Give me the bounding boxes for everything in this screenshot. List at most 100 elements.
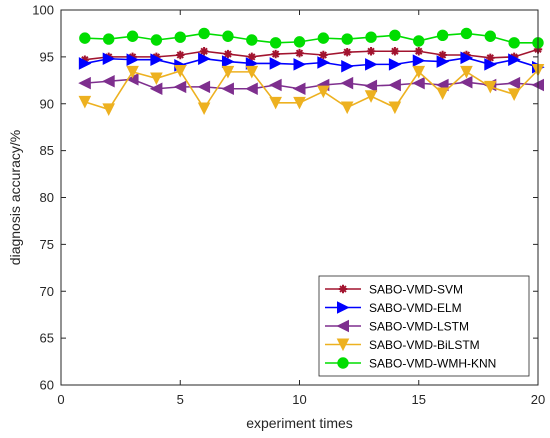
data-point <box>126 65 139 79</box>
legend-entry: SABO-VMD-BiLSTM <box>325 338 480 352</box>
data-point <box>484 58 497 71</box>
data-point <box>343 47 352 57</box>
data-point <box>102 103 116 116</box>
data-point <box>317 85 330 99</box>
data-point <box>221 55 235 68</box>
data-point <box>340 76 354 90</box>
legend-label: SABO-VMD-ELM <box>369 301 462 315</box>
data-point <box>245 65 259 79</box>
legend-marker <box>337 357 349 369</box>
data-point <box>269 96 282 110</box>
data-point <box>412 76 425 90</box>
series-5 <box>79 27 544 49</box>
y-tick-label: 85 <box>40 143 54 158</box>
y-tick-label: 70 <box>40 284 54 299</box>
data-point <box>412 54 426 67</box>
data-point <box>366 47 376 56</box>
legend-entry: SABO-VMD-SVM <box>325 283 463 297</box>
data-point <box>486 53 495 63</box>
series-layer <box>78 27 545 116</box>
data-point <box>413 35 425 47</box>
data-point <box>293 96 306 110</box>
data-point <box>223 49 233 59</box>
data-point <box>150 34 163 46</box>
series-3 <box>78 73 544 96</box>
y-tick-label: 60 <box>40 378 54 393</box>
data-point <box>222 30 234 42</box>
legend-label: SABO-VMD-BiLSTM <box>369 338 480 352</box>
data-point <box>176 50 185 60</box>
data-point <box>319 50 328 60</box>
data-point <box>293 36 306 48</box>
legend-label: SABO-VMD-LSTM <box>369 320 469 334</box>
legend-entry: SABO-VMD-LSTM <box>325 320 469 334</box>
data-point <box>389 29 401 42</box>
legend-label: SABO-VMD-SVM <box>369 283 463 297</box>
data-point <box>197 80 211 94</box>
data-point <box>388 78 401 92</box>
data-point <box>341 33 353 45</box>
data-point <box>221 82 234 96</box>
legend-marker <box>337 301 350 314</box>
data-point <box>436 29 449 42</box>
data-point <box>365 58 378 71</box>
data-point <box>269 78 282 92</box>
data-point <box>293 58 307 71</box>
data-point <box>484 30 496 42</box>
data-point <box>78 76 91 90</box>
data-point <box>173 80 187 94</box>
x-axis-label: experiment times <box>246 415 353 431</box>
data-point <box>507 76 521 90</box>
x-tick-label: 15 <box>412 392 426 407</box>
y-tick-label: 90 <box>40 96 54 111</box>
data-point <box>390 47 400 56</box>
data-point <box>150 72 163 86</box>
data-point <box>508 53 521 66</box>
y-tick-label: 80 <box>40 190 54 205</box>
legend-label: SABO-VMD-WMH-KNN <box>369 357 496 371</box>
data-point <box>483 80 497 94</box>
y-axis-label: diagnosis accuracy/% <box>7 130 23 265</box>
y-tick-label: 100 <box>32 3 54 18</box>
legend: SABO-VMD-SVM SABO-VMD-ELM SABO-VMD-LSTM SAB… <box>318 275 530 377</box>
data-point <box>149 82 163 96</box>
data-point <box>199 47 209 56</box>
data-point <box>197 102 211 116</box>
series-4 <box>78 64 545 116</box>
data-point <box>150 53 164 66</box>
data-point <box>78 57 92 70</box>
data-point <box>364 90 378 103</box>
data-point <box>459 75 473 89</box>
data-point <box>460 65 473 79</box>
data-point <box>126 30 139 42</box>
data-point <box>436 55 450 68</box>
x-tick-label: 5 <box>177 392 184 407</box>
data-point <box>414 47 423 56</box>
data-point <box>102 74 115 88</box>
data-point <box>79 32 91 44</box>
data-point <box>78 95 92 109</box>
data-point <box>198 27 210 40</box>
x-tick-label: 20 <box>531 392 545 407</box>
data-point <box>317 56 330 69</box>
data-point <box>436 87 449 101</box>
data-point <box>460 27 473 40</box>
data-point <box>292 82 306 96</box>
data-point <box>126 53 140 66</box>
data-point <box>102 52 116 66</box>
data-point <box>174 31 186 43</box>
data-point <box>388 101 402 115</box>
y-tick-label: 75 <box>40 237 54 252</box>
x-tick-label: 0 <box>57 392 64 407</box>
data-point <box>173 64 187 78</box>
y-tick-label: 95 <box>40 49 54 64</box>
legend-entry: SABO-VMD-WMH-KNN <box>325 357 496 371</box>
x-tick-label: 10 <box>292 392 306 407</box>
data-point <box>245 82 258 96</box>
y-tick-label: 65 <box>40 331 54 346</box>
data-point <box>460 51 474 65</box>
data-point <box>438 50 447 60</box>
data-point <box>269 57 283 70</box>
